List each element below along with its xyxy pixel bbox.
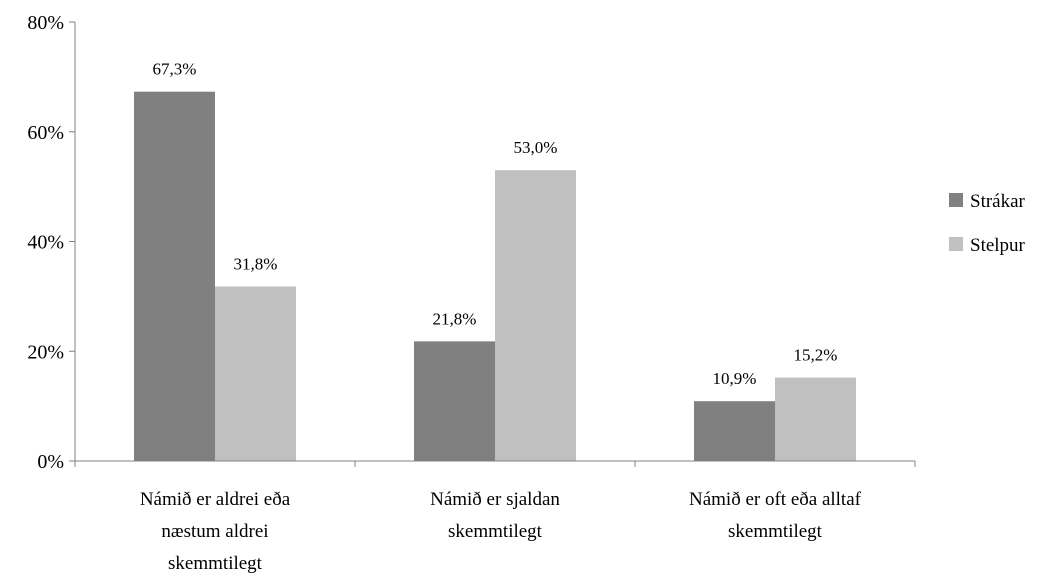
y-tick-label: 80% [27, 12, 64, 34]
bar-stelpur-2 [775, 377, 856, 461]
bars-group [134, 91, 856, 461]
legend-swatch [949, 193, 963, 207]
bar-stelpur-1 [495, 170, 576, 461]
data-label: 67,3% [153, 60, 197, 79]
category-label: næstum aldrei [161, 521, 268, 542]
y-tick-label: 60% [27, 122, 64, 144]
bar-strakar-0 [134, 91, 215, 461]
bar-strakar-2 [694, 401, 775, 461]
category-label: Námið er aldrei eða [140, 489, 291, 510]
category-labels-group: Námið er aldrei eða næstum aldrei skemmtil… [140, 489, 862, 574]
axes-group [69, 21, 916, 467]
bar-strakar-1 [414, 341, 495, 461]
y-tick-label: 40% [27, 232, 64, 254]
category-label: Námið er oft eða alltaf [689, 489, 862, 510]
category-label: skemmtilegt [728, 521, 823, 542]
y-tick-label: 20% [27, 341, 64, 363]
data-labels-group: 67,3% 31,8% 21,8% 53,0% 10,9% 15,2% [153, 60, 838, 388]
y-tick-labels-group: 0% 20% 40% 60% 80% [27, 12, 64, 473]
data-label: 10,9% [713, 369, 757, 388]
category-label: Námið er sjaldan [430, 489, 560, 510]
legend: Strákar Stelpur [949, 191, 1026, 256]
data-label: 21,8% [433, 309, 477, 328]
y-tick-label: 0% [37, 451, 64, 473]
category-label: skemmtilegt [448, 521, 543, 542]
legend-label: Strákar [970, 191, 1026, 212]
data-label: 53,0% [514, 138, 558, 157]
category-label: skemmtilegt [168, 553, 263, 574]
legend-label: Stelpur [970, 235, 1026, 256]
bar-stelpur-0 [215, 286, 296, 461]
legend-swatch [949, 237, 963, 251]
data-label: 15,2% [794, 346, 838, 365]
data-label: 31,8% [234, 254, 278, 273]
